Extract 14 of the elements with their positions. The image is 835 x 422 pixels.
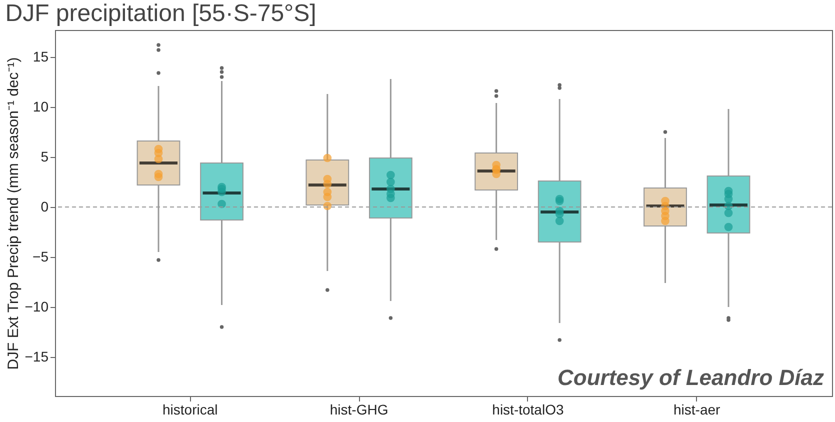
x-tick-label: hist-totalO3 bbox=[492, 402, 564, 418]
x-tick-label: hist-GHG bbox=[330, 402, 388, 418]
annotation: Courtesy of Leandro Díaz bbox=[558, 365, 824, 390]
y-tick-label: −15 bbox=[24, 348, 49, 364]
x-tick-label: historical bbox=[162, 402, 218, 418]
x-tick-label: hist-aer bbox=[674, 402, 721, 418]
y-tick-label: −5 bbox=[32, 248, 49, 264]
y-tick-label: 15 bbox=[32, 48, 49, 64]
y-tick-label: −10 bbox=[24, 298, 49, 314]
y-tick-label: 10 bbox=[32, 98, 49, 114]
y-tick-label: 5 bbox=[40, 148, 49, 164]
y-tick-label: 0 bbox=[40, 198, 49, 214]
y-axis-title: DJF Ext Trop Precip trend (mm season⁻¹ dec⁻¹) bbox=[4, 57, 22, 370]
chart-title: DJF precipitation [55·S-75°S] bbox=[5, 0, 316, 27]
